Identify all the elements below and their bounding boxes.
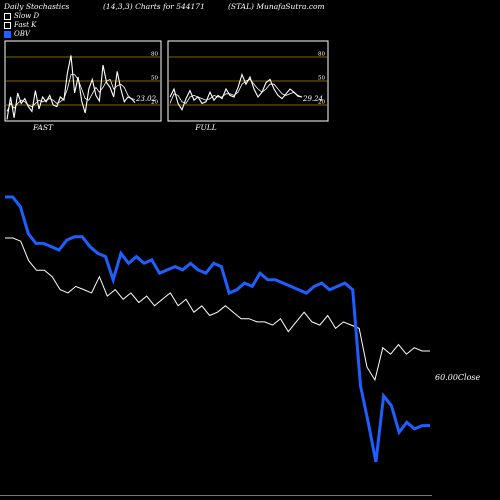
series-fast-k	[169, 72, 303, 112]
panel-value-label: 29.24	[302, 95, 323, 103]
legend-label: OBV	[14, 30, 30, 38]
legend-label: Slow D	[14, 12, 40, 20]
level-label: 20	[151, 100, 158, 106]
legend-label: Fast K	[14, 21, 37, 29]
series-close	[5, 237, 430, 382]
header-source: (STAL) MunafaSutra.com	[228, 2, 325, 11]
header-chart-title: (14,3,3) Charts for 544171	[103, 2, 205, 11]
series-obv	[5, 195, 430, 463]
legend-swatch	[4, 30, 11, 38]
series-slow-d	[169, 78, 303, 104]
level-label: 80	[151, 52, 158, 58]
level-label: 20	[318, 100, 325, 106]
price-label: 60.00Close	[435, 373, 481, 382]
panel-title: FULL	[194, 123, 217, 132]
panel-title: FAST	[32, 123, 54, 132]
series-fast-k	[6, 55, 136, 120]
legend-swatch	[4, 21, 11, 29]
level-label: 50	[318, 76, 325, 82]
series-slow-d	[6, 74, 136, 112]
level-label: 80	[318, 52, 325, 58]
level-label: 50	[151, 76, 158, 82]
legend-swatch	[4, 12, 11, 20]
panel-value-label: 23.02	[135, 95, 157, 103]
header-indicator: Daily Stochastics	[4, 2, 70, 11]
legend-obv: OBV	[4, 30, 30, 38]
legend-fast-k: Fast K	[4, 21, 36, 29]
legend-slow-d: Slow D	[4, 12, 39, 20]
